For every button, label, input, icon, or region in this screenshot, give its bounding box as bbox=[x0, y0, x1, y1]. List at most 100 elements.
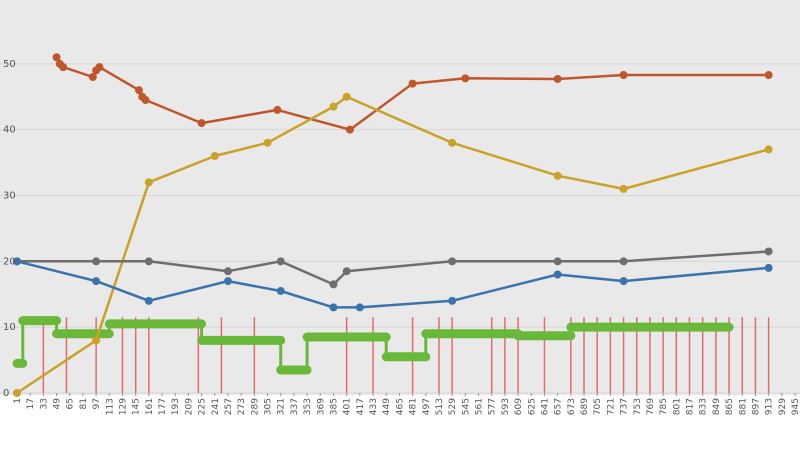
x-tick-label: 273 bbox=[237, 398, 247, 415]
y-tick-label: 0 bbox=[3, 388, 9, 399]
x-tick-label: 145 bbox=[132, 398, 142, 415]
x-tick-label: 337 bbox=[290, 398, 300, 415]
x-tick-label: 897 bbox=[751, 398, 761, 415]
data-point bbox=[134, 86, 143, 95]
x-tick-label: 209 bbox=[184, 398, 194, 415]
plot-background bbox=[0, 0, 800, 395]
data-point bbox=[461, 74, 470, 83]
data-point bbox=[619, 257, 628, 266]
data-point bbox=[619, 71, 628, 80]
x-tick-label: 193 bbox=[171, 398, 181, 415]
x-tick-label: 753 bbox=[633, 398, 643, 415]
x-tick-label: 529 bbox=[448, 398, 458, 415]
series-lines bbox=[13, 53, 773, 397]
data-point bbox=[59, 63, 68, 72]
data-point bbox=[273, 105, 282, 114]
data-point bbox=[764, 263, 773, 272]
x-tick-label: 33 bbox=[39, 398, 49, 409]
x-tick-label: 81 bbox=[79, 398, 89, 409]
x-tick-label: 113 bbox=[105, 398, 115, 415]
x-tick-label: 833 bbox=[699, 398, 709, 415]
x-tick-label: 353 bbox=[303, 398, 313, 415]
data-point bbox=[329, 303, 338, 312]
x-tick-label: 705 bbox=[593, 398, 603, 415]
x-tick-label: 929 bbox=[778, 398, 788, 415]
x-tick-label: 849 bbox=[712, 398, 722, 415]
x-tick-label: 689 bbox=[580, 398, 590, 415]
x-tick-label: 305 bbox=[264, 398, 274, 415]
y-axis: 0 10 20 30 40 50 bbox=[3, 59, 16, 399]
data-point bbox=[141, 96, 150, 105]
data-point bbox=[144, 257, 153, 266]
x-tick-label: 913 bbox=[765, 398, 775, 415]
data-point bbox=[92, 336, 101, 345]
data-point bbox=[553, 74, 562, 83]
x-tick-label: 385 bbox=[329, 398, 339, 415]
data-point bbox=[223, 267, 232, 276]
x-tick-label: 657 bbox=[554, 398, 564, 415]
x-tick-label: 865 bbox=[725, 398, 735, 415]
x-tick-label: 433 bbox=[369, 398, 379, 415]
x-tick-label: 481 bbox=[409, 398, 419, 415]
data-point bbox=[553, 270, 562, 279]
x-tick-label: 545 bbox=[461, 398, 471, 415]
data-point bbox=[448, 257, 457, 266]
x-tick-label: 577 bbox=[488, 398, 498, 415]
y-tick-label: 20 bbox=[3, 256, 16, 267]
x-tick-label: 609 bbox=[514, 398, 524, 415]
x-tick-label: 449 bbox=[382, 398, 392, 415]
x-tick-label: 17 bbox=[26, 398, 36, 409]
x-tick-label: 289 bbox=[250, 398, 260, 415]
x-tick-label: 49 bbox=[53, 398, 63, 410]
x-tick-label: 225 bbox=[198, 398, 208, 415]
data-point bbox=[764, 247, 773, 256]
data-point bbox=[92, 277, 101, 286]
y-tick-label: 40 bbox=[3, 125, 16, 136]
x-tick-label: 241 bbox=[211, 398, 221, 415]
x-axis: 1 17 33 49 65 81 97 113 129 145 161 177 193 209 225 241… bbox=[13, 393, 800, 415]
x-tick-label: 641 bbox=[540, 398, 550, 415]
x-tick-label: 945 bbox=[791, 398, 800, 415]
data-point bbox=[197, 119, 206, 128]
data-point bbox=[345, 125, 354, 134]
data-point bbox=[342, 267, 351, 276]
data-point bbox=[448, 138, 457, 147]
x-tick-label: 161 bbox=[145, 398, 155, 415]
data-point bbox=[553, 171, 562, 180]
x-tick-label: 465 bbox=[395, 398, 405, 415]
x-tick-label: 817 bbox=[686, 398, 696, 415]
x-tick-label: 769 bbox=[646, 398, 656, 415]
data-point bbox=[263, 138, 272, 147]
x-tick-label: 513 bbox=[435, 398, 445, 415]
x-tick-label: 257 bbox=[224, 398, 234, 415]
data-point bbox=[448, 296, 457, 305]
y-tick-label: 50 bbox=[3, 59, 16, 70]
x-tick-label: 65 bbox=[66, 398, 76, 409]
data-point bbox=[764, 71, 773, 80]
data-point bbox=[408, 79, 417, 88]
x-tick-label: 801 bbox=[672, 398, 682, 415]
data-point bbox=[88, 73, 97, 81]
data-point bbox=[329, 280, 338, 289]
x-tick-label: 561 bbox=[475, 398, 485, 415]
x-tick-label: 673 bbox=[567, 398, 577, 415]
data-point bbox=[210, 152, 219, 160]
x-tick-label: 369 bbox=[316, 398, 326, 415]
y-tick-label: 10 bbox=[3, 322, 16, 333]
data-point bbox=[619, 277, 628, 286]
data-point bbox=[329, 102, 338, 111]
y-tick-label: 30 bbox=[3, 191, 16, 202]
data-point bbox=[276, 286, 285, 295]
x-tick-label: 593 bbox=[501, 398, 511, 415]
data-point bbox=[92, 257, 101, 266]
data-point bbox=[619, 184, 628, 193]
x-tick-label: 1 bbox=[13, 398, 23, 404]
data-point bbox=[223, 277, 232, 286]
x-tick-label: 129 bbox=[118, 398, 128, 415]
data-point bbox=[13, 257, 21, 266]
green-step-series bbox=[12, 316, 734, 375]
x-tick-label: 417 bbox=[356, 398, 366, 415]
data-point bbox=[342, 92, 351, 101]
data-point bbox=[95, 63, 104, 72]
x-tick-label: 625 bbox=[527, 398, 537, 415]
